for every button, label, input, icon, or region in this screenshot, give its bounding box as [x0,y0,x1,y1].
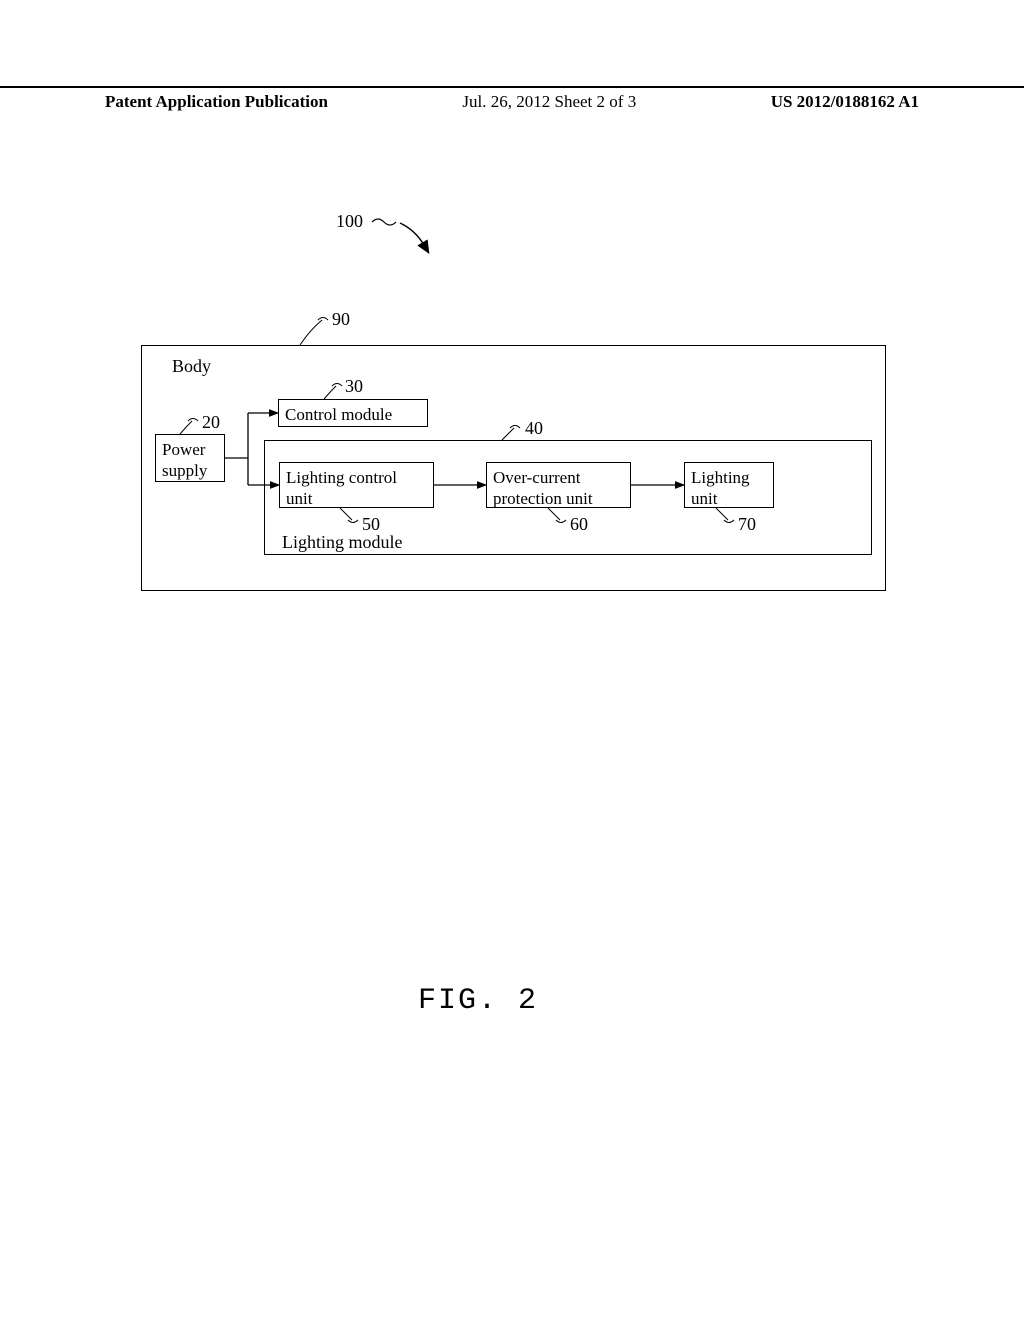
leader-100 [372,219,396,225]
leader-40 [502,428,514,440]
leader-30 [324,386,336,399]
leader-50 [340,508,352,520]
leader-20-tilde [188,419,198,422]
leader-60 [548,508,560,520]
leader-40-tilde [510,426,520,429]
leader-60-tilde [556,520,566,523]
leader-70 [716,508,728,520]
arrows-overlay [0,0,1024,1320]
leader-20 [180,421,192,434]
leader-30-tilde [332,384,342,387]
diagram-canvas: Body Power supply Control module Lightin… [0,0,1024,1320]
leader-100-arrow [400,223,424,245]
leader-90 [300,320,322,345]
leader-90-tilde [318,318,328,321]
leader-50-tilde [348,520,358,523]
leader-70-tilde [724,520,734,523]
